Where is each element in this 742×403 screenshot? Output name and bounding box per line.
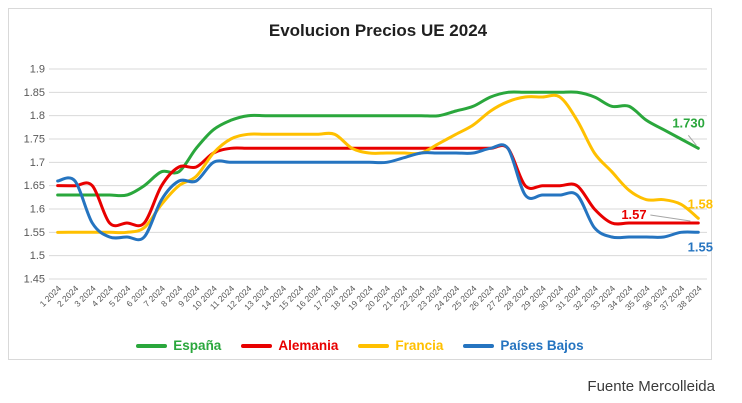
legend-line-swatch: [136, 343, 168, 348]
price-evolution-chart: Evolucion Precios UE 2024 1.9 1.85 1.8 1.75…: [8, 8, 713, 360]
series-line-paises-bajos: [56, 143, 700, 242]
chart-title: Evolucion Precios UE 2024: [268, 21, 488, 40]
y-tick-label: 1.75: [24, 134, 45, 146]
y-tick-label: 1.6: [30, 204, 45, 216]
legend-line-swatch: [358, 343, 390, 348]
legend-item-francia: Francia: [358, 338, 443, 353]
legend-item-alemania: Alemania: [241, 338, 338, 353]
end-value-label-alemania: 1.57: [621, 207, 646, 222]
source-caption: Fuente Mercolleida: [587, 378, 715, 395]
series-line-espana: [56, 90, 700, 198]
series-line-francia: [56, 93, 700, 235]
y-tick-label: 1.65: [24, 180, 45, 192]
y-tick-label: 1.5: [30, 250, 45, 262]
plot-area: 1.91.851.81.751.71.651.61.551.51.451 202…: [24, 64, 713, 313]
legend-line-swatch: [241, 343, 273, 348]
chart-legend: España Alemania Francia Países Bajos: [9, 338, 711, 353]
end-value-label-francia: 1.58: [688, 196, 713, 211]
legend-item-espana: España: [136, 338, 221, 353]
legend-item-paises-bajos: Países Bajos: [463, 338, 584, 353]
end-value-label-paises-bajos: 1.55: [688, 239, 713, 254]
legend-label: España: [173, 338, 222, 353]
y-tick-label: 1.8: [30, 110, 45, 122]
legend-line-swatch: [463, 343, 495, 348]
y-tick-label: 1.9: [30, 64, 45, 76]
legend-label: Francia: [395, 338, 444, 353]
series-line-alemania: [56, 144, 700, 228]
end-value-label-espana: 1.730: [672, 115, 705, 130]
y-tick-label: 1.7: [30, 157, 45, 169]
legend-label: Países Bajos: [500, 338, 584, 353]
y-tick-label: 1.85: [24, 87, 45, 99]
y-tick-label: 1.55: [24, 227, 45, 239]
label-leader-line: [650, 214, 691, 222]
label-leader-line: [687, 135, 697, 146]
y-tick-label: 1.45: [24, 274, 45, 286]
legend-label: Alemania: [278, 338, 339, 353]
